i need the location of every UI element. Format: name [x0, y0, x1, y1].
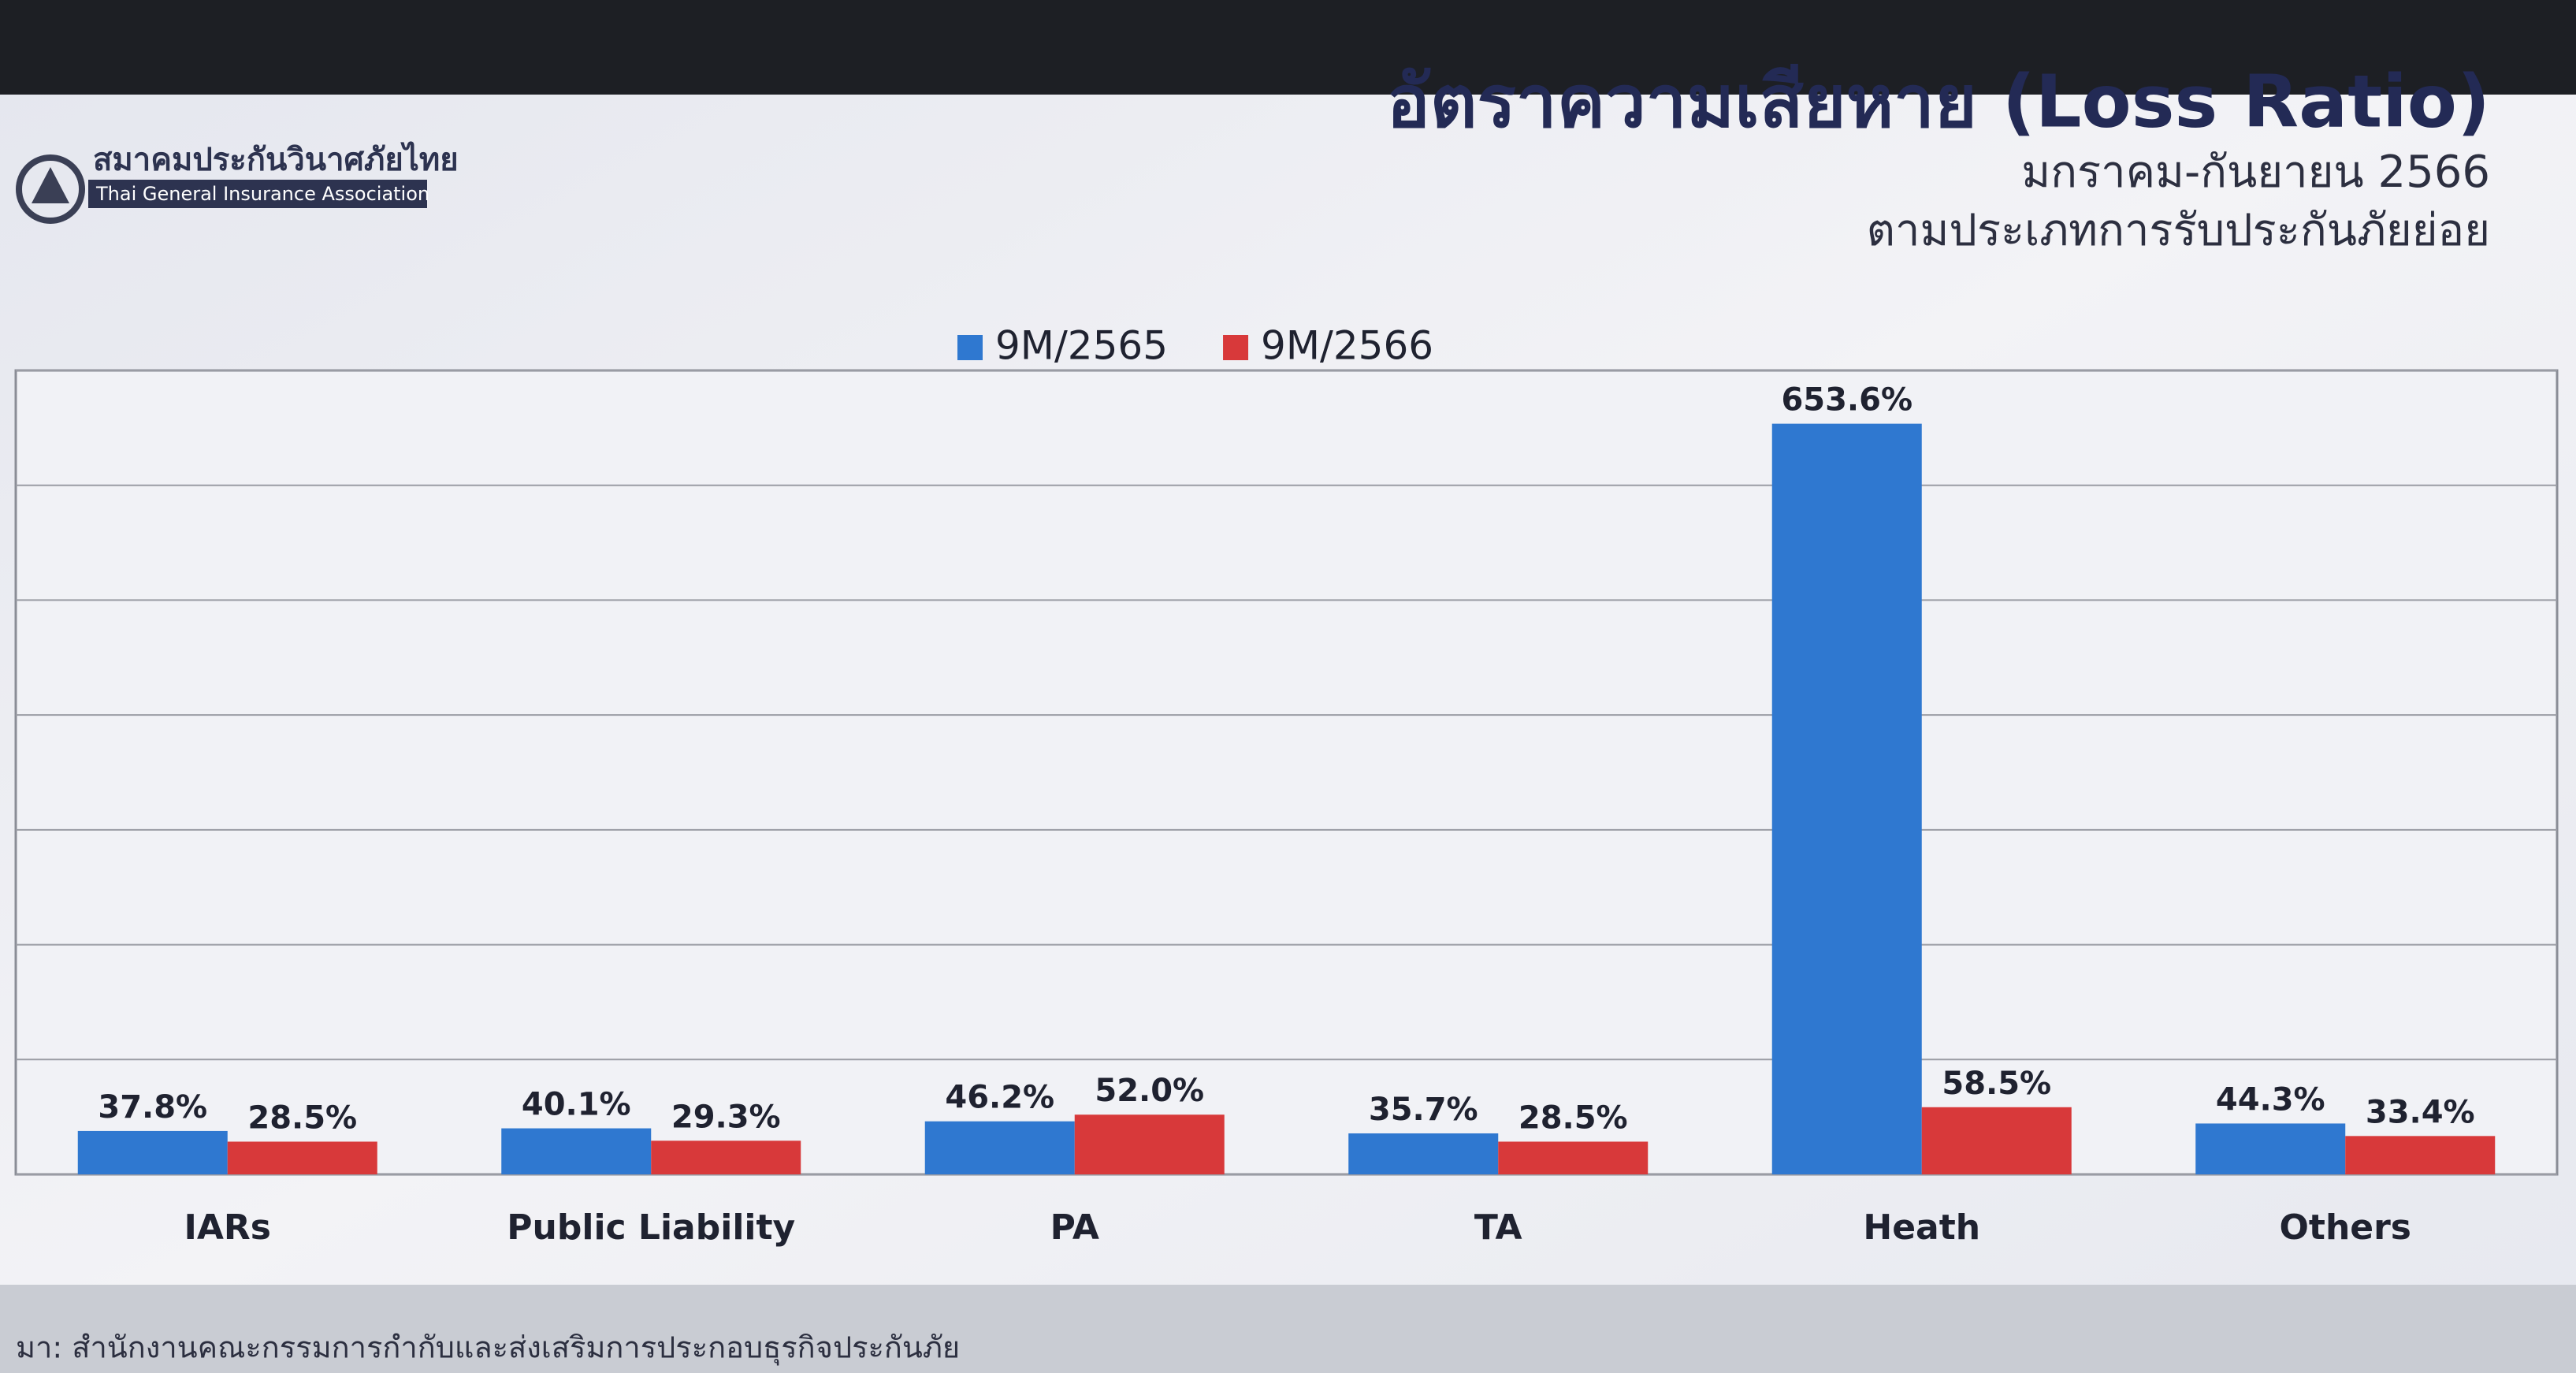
- logo-name: สมาคมประกันวินาศภัยไทย: [93, 141, 459, 178]
- legend-label: 9M/2566: [1261, 323, 1433, 369]
- bar: [651, 1140, 801, 1174]
- subtitle: มกราคม-กันยายน 2566: [2021, 147, 2490, 198]
- x-tick-label: Others: [2280, 1207, 2412, 1248]
- bar: [77, 1130, 228, 1174]
- bar: [2195, 1123, 2346, 1174]
- legend-swatch: [1223, 335, 1249, 360]
- bar: [2345, 1136, 2496, 1174]
- source: มา: สำนักงานคณะกรรมการกำกับและส่งเสริมกา…: [16, 1330, 960, 1366]
- logo-mark: [32, 167, 69, 203]
- data-label: 52.0%: [1095, 1073, 1204, 1109]
- data-label: 653.6%: [1781, 382, 1912, 419]
- logo-band: [88, 180, 427, 208]
- bar: [227, 1141, 377, 1174]
- data-label: 58.5%: [1942, 1066, 2051, 1102]
- x-tick-label: PA: [1050, 1207, 1099, 1248]
- chart-title: อัตราความเสียหาย (Loss Ratio): [1387, 59, 2490, 143]
- data-label: 35.7%: [1369, 1092, 1478, 1128]
- bar: [1074, 1114, 1225, 1174]
- bar: [924, 1121, 1075, 1174]
- data-label: 33.4%: [2366, 1094, 2475, 1130]
- data-label: 28.5%: [247, 1100, 357, 1136]
- x-tick-label: TA: [1474, 1207, 1522, 1248]
- logo-mark: [16, 154, 85, 224]
- bar: [501, 1128, 652, 1174]
- legend-swatch: [957, 335, 983, 360]
- x-tick-label: Heath: [1863, 1207, 1980, 1248]
- footer-band: [0, 1285, 2576, 1373]
- bar: [1771, 423, 1922, 1174]
- data-label: 29.3%: [671, 1099, 781, 1135]
- bar: [1348, 1133, 1499, 1174]
- data-label: 44.3%: [2216, 1081, 2325, 1118]
- x-tick-label: IARs: [184, 1207, 272, 1248]
- plot-area: [14, 369, 2559, 1176]
- bar: [1921, 1107, 2072, 1174]
- data-label: 46.2%: [945, 1080, 1054, 1116]
- data-label: 40.1%: [522, 1087, 631, 1123]
- legend-label: 9M/2565: [995, 323, 1168, 369]
- bar: [1498, 1141, 1649, 1174]
- x-tick-label: Public Liability: [507, 1207, 795, 1248]
- subtitle: ตามประเภทการรับประกันภัยย่อย: [1867, 205, 2490, 256]
- top-edge: [0, 0, 2576, 95]
- data-label: 28.5%: [1518, 1100, 1628, 1136]
- logo-subname: Thai General Insurance Association: [95, 183, 429, 205]
- data-label: 37.8%: [98, 1089, 207, 1126]
